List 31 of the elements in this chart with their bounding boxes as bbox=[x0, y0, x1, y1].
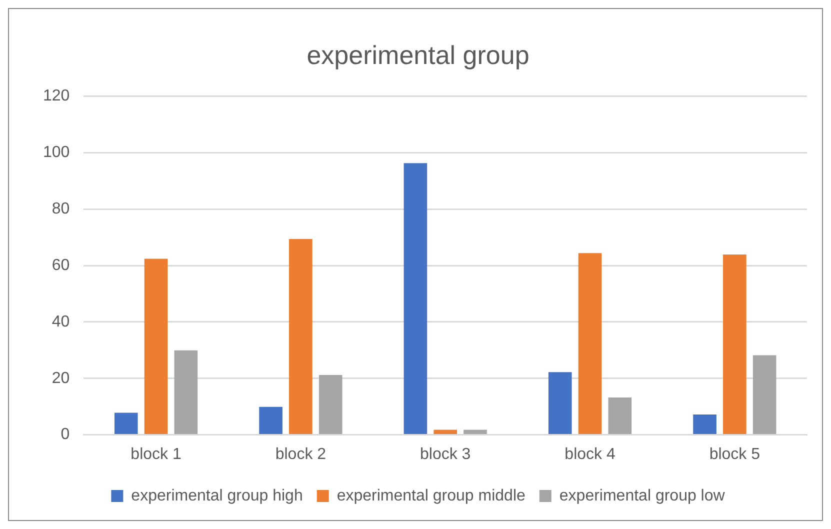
y-tick-label: 80 bbox=[52, 200, 70, 218]
bar bbox=[693, 414, 716, 434]
bar bbox=[578, 253, 602, 434]
bar bbox=[434, 430, 458, 434]
bar bbox=[404, 163, 428, 434]
bar bbox=[318, 374, 342, 434]
bar bbox=[114, 412, 138, 434]
x-tick-label: block 3 bbox=[420, 446, 471, 463]
bar bbox=[464, 430, 487, 434]
bar bbox=[752, 355, 776, 434]
bar bbox=[259, 406, 282, 434]
x-tick-label: block 4 bbox=[564, 446, 616, 463]
legend-label: experimental group high bbox=[131, 487, 303, 504]
y-tick-label: 20 bbox=[52, 370, 70, 387]
y-tick-label: 40 bbox=[52, 313, 70, 330]
legend-label: experimental group middle bbox=[336, 487, 526, 504]
bar bbox=[608, 398, 632, 434]
x-tick-label: block 5 bbox=[709, 446, 760, 463]
bar bbox=[723, 254, 746, 434]
bar bbox=[548, 372, 572, 434]
bar bbox=[289, 238, 312, 434]
legend-label: experimental group low bbox=[559, 487, 726, 504]
chart-title: experimental group bbox=[306, 40, 530, 70]
y-tick-label: 100 bbox=[42, 144, 70, 162]
y-tick-label: 60 bbox=[52, 256, 70, 274]
bar bbox=[144, 258, 168, 434]
x-tick-label: block 1 bbox=[130, 446, 182, 463]
y-tick-label: 120 bbox=[42, 88, 70, 105]
y-tick-label: 0 bbox=[60, 426, 70, 444]
x-tick-label: block 2 bbox=[275, 446, 326, 463]
bar bbox=[174, 350, 198, 434]
